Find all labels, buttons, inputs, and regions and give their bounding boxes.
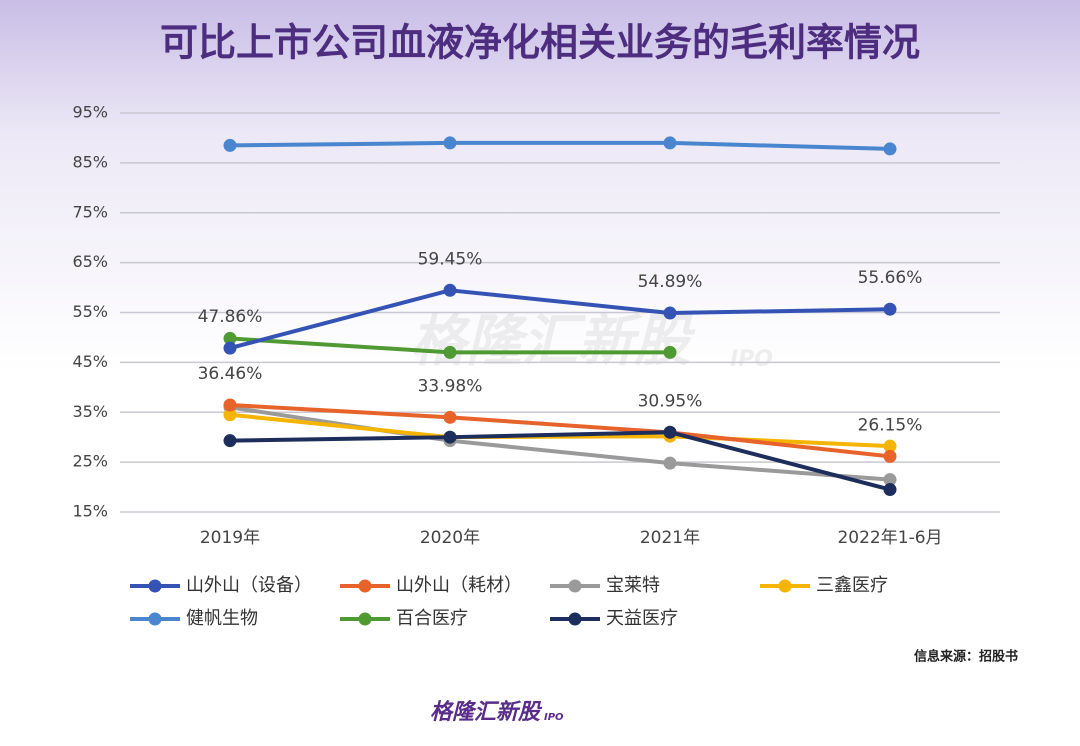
data-point bbox=[663, 456, 677, 470]
data-point bbox=[883, 449, 897, 463]
data-label: 33.98% bbox=[418, 376, 483, 396]
legend-marker bbox=[568, 612, 582, 626]
y-tick-label: 65% bbox=[72, 252, 108, 271]
legend-label: 宝莱特 bbox=[606, 575, 660, 596]
data-point bbox=[443, 345, 457, 359]
y-tick-label: 45% bbox=[72, 352, 108, 371]
series-line bbox=[229, 430, 891, 492]
y-tick-label: 35% bbox=[72, 402, 108, 421]
data-label: 30.95% bbox=[638, 391, 703, 411]
data-point bbox=[883, 439, 897, 453]
legend-label: 三鑫医疗 bbox=[816, 575, 888, 596]
data-point bbox=[883, 483, 897, 497]
legend-marker bbox=[778, 579, 792, 593]
data-point bbox=[223, 398, 237, 412]
data-point bbox=[443, 136, 457, 150]
x-tick-label: 2022年1-6月 bbox=[837, 528, 942, 548]
brand: 格隆汇新股 bbox=[430, 699, 543, 725]
data-point bbox=[443, 410, 457, 424]
data-point bbox=[883, 302, 897, 316]
legend-marker bbox=[568, 579, 582, 593]
corner-brand: 格隆汇 bbox=[1028, 714, 1070, 730]
legend-label: 山外山（设备） bbox=[186, 575, 312, 596]
data-point bbox=[443, 283, 457, 297]
series-line bbox=[229, 288, 891, 351]
data-label: 47.86% bbox=[198, 307, 263, 327]
data-point bbox=[223, 331, 237, 345]
source: 信息来源：招股书 bbox=[914, 649, 1018, 665]
data-point bbox=[443, 430, 457, 444]
data-point bbox=[663, 425, 677, 439]
y-tick-label: 85% bbox=[72, 152, 108, 171]
series-line bbox=[229, 140, 891, 151]
legend-label: 山外山（耗材） bbox=[396, 575, 522, 596]
y-tick-label: 25% bbox=[72, 452, 108, 471]
chart-title: 可比上市公司血液净化相关业务的毛利率情况 bbox=[160, 21, 920, 65]
x-tick-label: 2019年 bbox=[200, 528, 260, 548]
data-point bbox=[223, 341, 237, 355]
data-point bbox=[223, 434, 237, 448]
legend-label: 健帆生物 bbox=[186, 608, 258, 629]
data-point bbox=[883, 473, 897, 487]
data-point bbox=[883, 142, 897, 156]
data-point bbox=[663, 136, 677, 150]
y-tick-label: 15% bbox=[72, 502, 108, 521]
y-tick-label: 55% bbox=[72, 302, 108, 321]
brand-sub: IPO bbox=[544, 712, 564, 723]
data-label: 36.46% bbox=[198, 364, 263, 384]
data-point bbox=[223, 408, 237, 422]
legend-marker bbox=[358, 579, 372, 593]
x-tick-label: 2021年 bbox=[640, 528, 700, 548]
data-point bbox=[223, 138, 237, 152]
watermark-sub: IPO bbox=[730, 347, 773, 372]
data-label: 59.45% bbox=[418, 249, 483, 269]
y-tick-label: 75% bbox=[72, 202, 108, 221]
legend-marker bbox=[148, 612, 162, 626]
data-label: 26.15% bbox=[858, 415, 923, 435]
data-label: 55.66% bbox=[858, 268, 923, 288]
legend-label: 百合医疗 bbox=[396, 608, 468, 629]
legend-marker bbox=[148, 579, 162, 593]
legend-label: 天益医疗 bbox=[606, 608, 678, 629]
x-tick-label: 2020年 bbox=[420, 528, 480, 548]
data-point bbox=[663, 345, 677, 359]
watermark: 格隆汇新股 bbox=[410, 309, 696, 374]
y-tick-label: 95% bbox=[72, 103, 108, 122]
series-line bbox=[229, 402, 891, 459]
legend-marker bbox=[358, 612, 372, 626]
data-point bbox=[663, 306, 677, 320]
data-label: 54.89% bbox=[638, 272, 703, 292]
